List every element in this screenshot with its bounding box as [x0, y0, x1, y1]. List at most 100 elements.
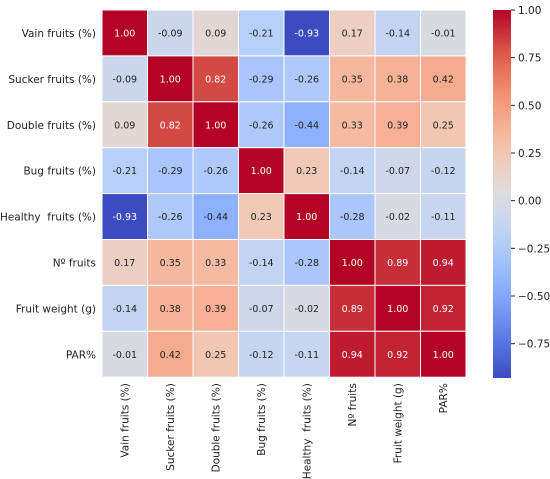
cell-value-label: 0.17 — [114, 258, 135, 269]
cell-value-label: -0.07 — [385, 166, 410, 177]
cell-value-label: 0.39 — [205, 304, 226, 315]
heatmap-cell — [374, 193, 421, 241]
heatmap-cell — [283, 147, 330, 195]
row-label: Vain fruits (%) — [22, 28, 96, 40]
colorbar-tick-label: 0.50 — [518, 100, 541, 112]
column-label: Nº fruits — [347, 383, 359, 426]
colorbar-tick-label: 0.00 — [518, 196, 541, 208]
column-label: Sucker fruits (%) — [165, 383, 177, 471]
heatmap-cell — [329, 330, 376, 378]
cell-value-label: 0.38 — [160, 304, 181, 315]
cell-value-label: -0.09 — [112, 74, 137, 85]
cell-value-label: 1.00 — [296, 212, 317, 223]
cell-value-label: 0.42 — [160, 350, 181, 361]
heatmap-cell — [329, 101, 376, 149]
colorbar-gradient — [493, 10, 511, 378]
heatmap-cell — [101, 9, 148, 57]
cell-value-label: -0.29 — [249, 74, 274, 85]
column-label: Bug fruits (%) — [256, 383, 268, 456]
cell-value-label: 0.33 — [342, 120, 363, 131]
cell-value-label: 0.09 — [205, 28, 226, 39]
heatmap-cell — [147, 101, 194, 149]
heatmap-cell — [192, 330, 239, 378]
colorbar-tick-label: 1.00 — [518, 5, 541, 17]
heatmap-cell — [329, 9, 376, 57]
colorbar: 1.00 0.75 0.50 0.25 0.00 −0.25 −0.50 −0.75 — [493, 5, 550, 378]
cell-value-label: 0.25 — [433, 120, 454, 131]
heatmap-cell — [283, 330, 330, 378]
cell-value-label: -0.26 — [203, 166, 228, 177]
heatmap-cell — [238, 101, 285, 149]
cell-value-label: 0.23 — [251, 212, 272, 223]
heatmap-cells — [101, 9, 467, 378]
cell-value-label: 1.00 — [433, 350, 454, 361]
heatmap-cell — [283, 239, 330, 286]
column-label: PAR% — [438, 383, 450, 413]
cell-value-label: 0.25 — [205, 350, 226, 361]
cell-value-label: 1.00 — [251, 166, 272, 177]
heatmap-cell — [329, 239, 376, 286]
heatmap-cell — [420, 330, 467, 378]
cell-value-label: 0.94 — [433, 258, 454, 269]
cell-value-label: -0.01 — [431, 28, 456, 39]
row-label: Bug fruits (%) — [23, 166, 96, 178]
cell-value-label: 0.38 — [387, 74, 408, 85]
heatmap-cell — [238, 330, 285, 378]
cell-value-label: 0.09 — [114, 120, 135, 131]
heatmap-cell — [238, 147, 285, 195]
cell-value-label: 0.35 — [342, 74, 363, 85]
cell-value-label: -0.26 — [158, 212, 183, 223]
cell-value-label: 0.92 — [387, 350, 408, 361]
column-label: Fruit weight (g) — [393, 383, 405, 463]
heatmap-cell — [147, 9, 194, 57]
colorbar-tick-label: 0.25 — [518, 148, 541, 160]
colorbar-tick-label: −0.25 — [518, 243, 550, 255]
heatmap-cell — [101, 284, 148, 332]
cell-value-label: -0.21 — [112, 166, 137, 177]
row-label: Fruit weight (g) — [16, 303, 96, 315]
cell-value-label: 0.82 — [205, 74, 226, 85]
column-label: Double fruits (%) — [211, 383, 223, 472]
cell-value-label: -0.14 — [249, 258, 274, 269]
heatmap-cell — [147, 55, 194, 103]
heatmap-cell — [192, 239, 239, 286]
heatmap-cell — [101, 330, 148, 378]
heatmap-cell — [283, 101, 330, 149]
cell-value-label: 1.00 — [205, 120, 226, 131]
heatmap-cell — [192, 284, 239, 332]
cell-value-label: -0.11 — [294, 350, 319, 361]
row-labels: Vain fruits (%) Sucker fruits (%) Double f… — [0, 28, 96, 361]
cell-value-label: -0.02 — [385, 212, 410, 223]
heatmap-cell — [420, 101, 467, 149]
cell-value-label: -0.44 — [294, 120, 319, 131]
cell-value-label: -0.14 — [112, 304, 137, 315]
heatmap-cell — [283, 193, 330, 241]
cell-value-label: 0.42 — [433, 74, 454, 85]
heatmap-cell — [101, 101, 148, 149]
cell-value-label: 1.00 — [114, 28, 135, 39]
cell-value-label: 0.23 — [296, 166, 317, 177]
heatmap-cell — [238, 193, 285, 241]
cell-value-label: -0.44 — [203, 212, 228, 223]
colorbar-tick-label: −0.75 — [518, 339, 550, 351]
cell-value-label: -0.26 — [249, 120, 274, 131]
heatmap-cell — [238, 55, 285, 103]
heatmap-cell — [192, 147, 239, 195]
cell-value-label: 0.39 — [387, 120, 408, 131]
cell-annotations: 1.00 -0.09 0.09 -0.21 -0.93 0.17 -0.14 -0.01 -0.… — [112, 28, 455, 360]
cell-value-label: 0.89 — [342, 304, 363, 315]
cell-value-label: 0.82 — [160, 120, 181, 131]
cell-value-label: -0.14 — [385, 28, 410, 39]
heatmap-cell — [374, 284, 421, 332]
column-labels: Vain fruits (%) Sucker fruits (%) Double f… — [120, 383, 451, 479]
cell-value-label: 0.94 — [342, 350, 363, 361]
row-label: Nº fruits — [53, 257, 96, 269]
heatmap-cell — [374, 147, 421, 195]
cell-value-label: -0.93 — [294, 28, 319, 39]
cell-value-label: -0.11 — [431, 212, 456, 223]
cell-value-label: 0.89 — [387, 258, 408, 269]
heatmap-cell — [147, 284, 194, 332]
heatmap-cell — [283, 284, 330, 332]
row-label: Sucker fruits (%) — [8, 74, 96, 86]
